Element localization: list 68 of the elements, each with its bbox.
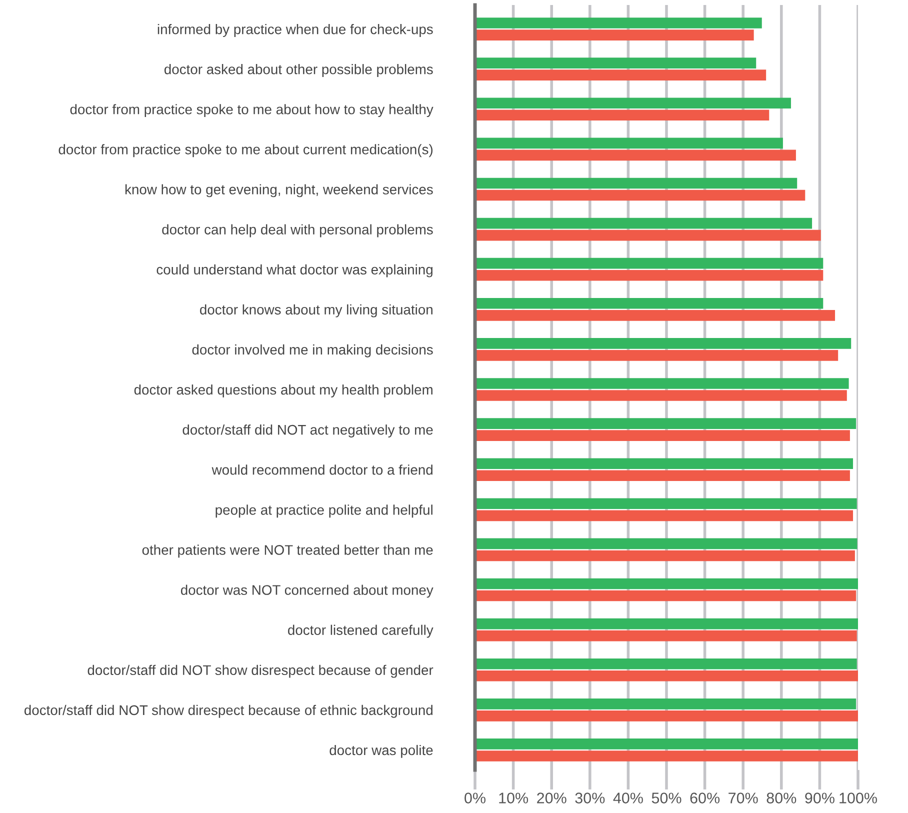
x-tick-label: 70% (728, 792, 758, 804)
bar (475, 58, 756, 68)
y-tick-label: doctor knows about my living situation (200, 304, 432, 318)
y-tick-label: doctor/staff did NOT act negatively to me (182, 424, 433, 438)
bar (475, 110, 770, 121)
bar (475, 618, 858, 630)
y-tick-label: doctor was NOT concerned about money (180, 584, 434, 598)
bar (475, 430, 850, 441)
bar (475, 710, 858, 722)
y-tick-label: could understand what doctor was explaining (156, 264, 432, 278)
bar (475, 98, 791, 109)
y-tick-label: doctor asked questions about my health problem (134, 384, 432, 398)
bar (475, 498, 857, 510)
y-tick-label: know how to get evening, night, weekend services (125, 184, 433, 198)
bar (475, 190, 806, 201)
x-tick-label: 30% (575, 792, 605, 804)
bar (475, 138, 783, 149)
bar (475, 510, 854, 522)
bar (475, 30, 754, 40)
x-tick-label: 100% (840, 792, 877, 804)
y-tick-label: people at practice polite and helpful (216, 504, 432, 518)
bar (475, 538, 858, 550)
bar (475, 698, 856, 710)
bar (475, 590, 856, 602)
y-tick-label: doctor from practice spoke to me about current medication(s) (58, 144, 432, 158)
bar (475, 230, 821, 241)
bar (475, 390, 847, 401)
bar (475, 670, 858, 682)
bar (475, 378, 849, 389)
y-tick-label: would recommend doctor to a friend (212, 464, 432, 475)
bar (475, 738, 858, 750)
bar (475, 258, 824, 269)
y-tick-label: doctor asked about other possible problems (164, 64, 433, 77)
bar (475, 338, 852, 349)
bar (475, 150, 796, 161)
y-tick-label: doctor/staff did NOT show direspect because of ethnic background (24, 704, 432, 718)
y-tick-label: doctor from practice spoke to me about how to stay healthy (70, 104, 434, 118)
bar (475, 750, 858, 762)
x-tick-label: 90% (805, 792, 834, 804)
bar (475, 630, 857, 642)
bar (475, 18, 762, 28)
bar (475, 218, 812, 229)
bar (475, 658, 857, 670)
y-tick-label: informed by practice when due for check-ups (158, 24, 433, 37)
bar (475, 470, 850, 482)
y-tick-label: doctor listened carefully (288, 624, 434, 638)
y-tick-label: doctor can help deal with personal problems (162, 224, 433, 238)
bar (475, 178, 798, 189)
y-tick-label: doctor involved me in making decisions (192, 344, 433, 358)
bar (475, 578, 858, 590)
bar (475, 418, 856, 429)
bar (475, 70, 766, 80)
x-tick-label: 80% (766, 792, 796, 804)
y-tick-label: doctor/staff did NOT show disrespect because of gender (88, 664, 434, 678)
y-tick-label: other patients were NOT treated better than me (142, 544, 433, 558)
x-tick-label: 50% (652, 792, 682, 804)
bar (475, 298, 824, 309)
bar (475, 458, 854, 470)
y-tick-label: doctor was polite (330, 744, 433, 758)
bar (475, 310, 836, 321)
bar (475, 550, 855, 562)
x-tick-label: 0% (464, 792, 486, 804)
x-tick-label: 40% (613, 792, 643, 804)
x-tick-label: 10% (499, 792, 528, 804)
bar (475, 350, 838, 361)
bar (475, 270, 824, 281)
x-tick-label: 20% (537, 792, 566, 804)
x-tick-label: 60% (690, 792, 720, 804)
